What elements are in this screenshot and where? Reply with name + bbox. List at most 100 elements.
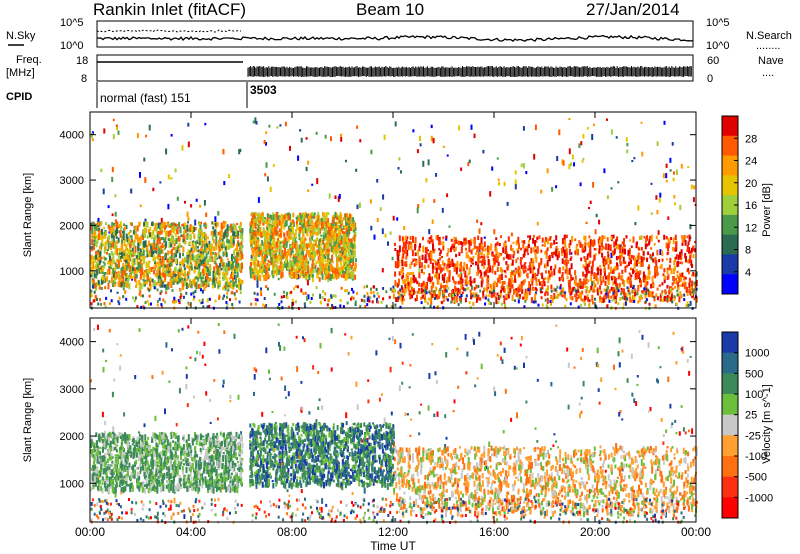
heat-cell	[575, 289, 578, 296]
heat-cell	[414, 252, 417, 257]
heat-cell	[195, 263, 198, 268]
heat-cell	[269, 247, 271, 254]
heat-cell	[153, 237, 156, 244]
heat-cell	[305, 271, 307, 276]
heat-cell	[575, 282, 578, 287]
heat-cell	[100, 168, 103, 173]
heat-cell	[510, 232, 513, 237]
heat-cell	[402, 294, 404, 302]
heat-cell	[301, 218, 304, 225]
heat-cell	[275, 241, 278, 248]
heat-cell	[312, 225, 315, 230]
heat-cell	[241, 254, 244, 260]
heat-cell	[648, 276, 651, 280]
heat-cell	[253, 275, 256, 281]
heat-cell	[422, 236, 424, 241]
heat-cell	[270, 257, 273, 264]
heat-cell	[506, 266, 509, 271]
heat-cell	[241, 263, 244, 269]
heat-cell	[153, 280, 156, 287]
heat-cell	[119, 280, 122, 288]
heat-cell	[191, 251, 194, 256]
heat-cell	[414, 278, 417, 281]
heat-cell	[662, 173, 665, 179]
heat-cell	[206, 273, 208, 280]
heat-cell	[389, 231, 392, 235]
heat-cell	[286, 230, 289, 237]
heat-cell	[236, 230, 239, 236]
heat-cell	[569, 290, 572, 296]
heat-cell	[222, 277, 225, 281]
heat-cell	[443, 276, 446, 284]
heat-cell	[538, 281, 541, 286]
heat-cell	[658, 197, 661, 203]
heat-cell	[222, 148, 225, 155]
heat-cell	[339, 225, 342, 231]
heat-cell	[292, 256, 295, 259]
heat-cell	[638, 247, 641, 251]
heat-cell	[507, 236, 510, 242]
heat-cell	[265, 131, 268, 134]
heat-cell	[560, 247, 563, 254]
heat-cell	[668, 267, 671, 270]
heat-cell	[637, 271, 640, 278]
heat-cell	[453, 236, 456, 240]
heat-cell	[219, 233, 222, 240]
heat-cell	[525, 171, 528, 175]
heat-cell	[127, 275, 130, 281]
heat-cell	[142, 249, 145, 256]
heat-cell	[339, 220, 342, 223]
heat-cell	[642, 251, 645, 256]
heat-cell	[198, 238, 201, 244]
date-title: 27/Jan/2014	[586, 0, 680, 19]
heat-cell	[596, 266, 599, 269]
heat-cell	[482, 149, 485, 154]
heat-cell	[674, 281, 677, 285]
heat-cell	[523, 240, 526, 244]
heat-cell	[571, 287, 574, 291]
heat-cell	[345, 221, 348, 226]
heat-cell	[221, 260, 224, 266]
heat-cell	[440, 267, 443, 272]
heat-cell	[502, 295, 505, 298]
heat-cell	[196, 240, 199, 244]
heat-cell	[493, 291, 496, 296]
heat-cell	[155, 281, 158, 286]
heat-cell	[684, 253, 687, 259]
heat-cell	[675, 256, 678, 260]
heat-cell	[587, 241, 590, 248]
heat-cell	[686, 244, 689, 252]
heat-cell	[264, 254, 267, 262]
heat-cell	[538, 235, 541, 240]
heat-cell	[602, 246, 605, 250]
heat-cell	[208, 255, 211, 262]
heat-cell	[251, 224, 254, 230]
heat-cell	[624, 265, 627, 273]
heat-cell	[693, 185, 696, 190]
heat-cell	[521, 257, 523, 260]
heat-cell	[405, 236, 407, 239]
heat-cell	[532, 247, 535, 253]
heat-cell	[341, 265, 344, 271]
heat-cell	[114, 211, 117, 217]
heat-cell	[455, 287, 458, 292]
heat-cell	[143, 242, 146, 248]
heat-cell	[316, 237, 319, 241]
heat-cell	[479, 255, 481, 259]
heat-cell	[589, 245, 592, 253]
heat-cell	[257, 197, 260, 203]
heat-cell	[108, 225, 111, 231]
heat-cell	[323, 216, 326, 223]
heat-cell	[497, 261, 500, 266]
heat-cell	[688, 271, 690, 275]
heat-cell	[531, 258, 534, 263]
heat-cell	[396, 217, 399, 221]
heat-cell	[123, 259, 126, 262]
heat-cell	[692, 197, 695, 203]
heat-cell	[481, 277, 484, 280]
heat-cell	[591, 265, 594, 272]
heat-cell	[531, 279, 534, 286]
heat-cell	[163, 222, 166, 229]
heat-cell	[310, 257, 313, 260]
